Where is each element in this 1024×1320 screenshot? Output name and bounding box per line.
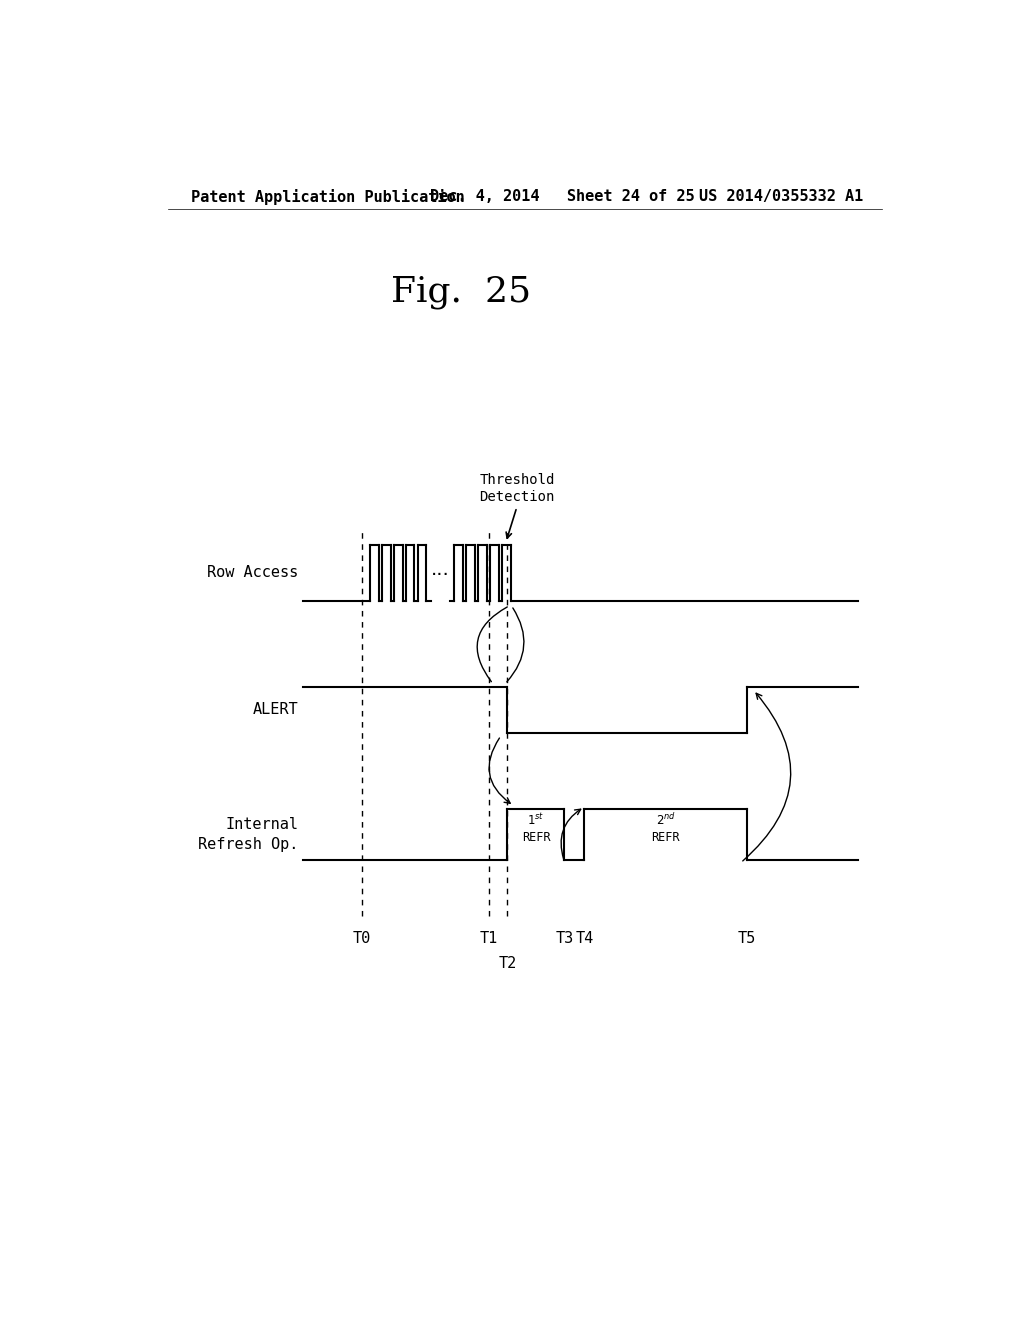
Text: $1^{st}$
REFR: $1^{st}$ REFR [521,812,550,843]
Text: ···: ··· [431,566,451,585]
Text: T3: T3 [555,931,573,946]
Text: US 2014/0355332 A1: US 2014/0355332 A1 [699,189,863,203]
Text: Threshold
Detection: Threshold Detection [479,473,555,504]
Text: T5: T5 [738,931,756,946]
Text: T1: T1 [480,931,499,946]
Text: Fig.  25: Fig. 25 [391,276,531,309]
Text: Patent Application Publication: Patent Application Publication [191,189,465,205]
Text: Row Access: Row Access [208,565,299,579]
Text: T2: T2 [499,956,516,972]
Text: Dec. 4, 2014   Sheet 24 of 25: Dec. 4, 2014 Sheet 24 of 25 [430,189,694,203]
Text: Internal
Refresh Op.: Internal Refresh Op. [199,817,299,851]
Text: T0: T0 [353,931,372,946]
Text: $2^{nd}$
REFR: $2^{nd}$ REFR [651,812,680,845]
Text: T4: T4 [575,931,594,946]
Text: ALERT: ALERT [253,702,299,717]
